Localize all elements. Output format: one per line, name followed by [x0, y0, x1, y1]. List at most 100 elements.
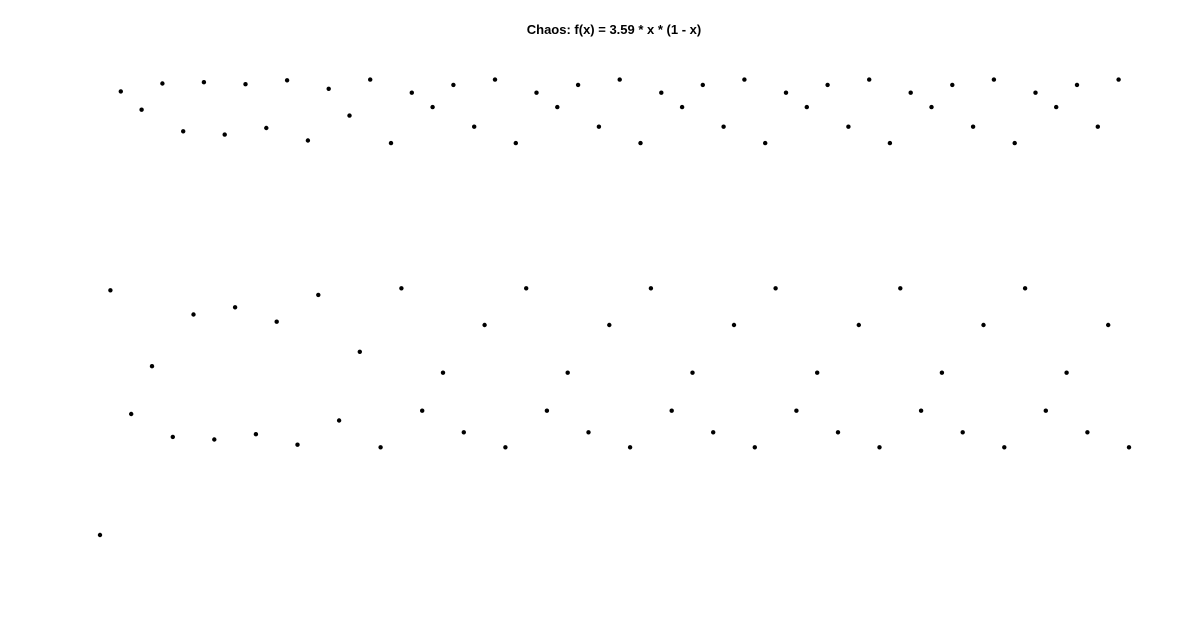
data-point: [264, 126, 268, 130]
data-point: [1106, 323, 1110, 327]
data-point: [462, 430, 466, 434]
data-point: [670, 409, 674, 413]
data-point: [347, 113, 351, 117]
data-point: [524, 286, 528, 290]
data-point: [160, 81, 164, 85]
data-point: [358, 350, 362, 354]
data-point: [607, 323, 611, 327]
data-point: [919, 409, 923, 413]
data-point: [566, 371, 570, 375]
data-point: [441, 371, 445, 375]
data-point: [846, 125, 850, 129]
data-point: [898, 286, 902, 290]
data-point: [191, 312, 195, 316]
data-point: [618, 77, 622, 81]
data-point: [275, 320, 279, 324]
data-point: [1085, 430, 1089, 434]
data-point: [555, 105, 559, 109]
data-point: [586, 430, 590, 434]
data-point: [1116, 77, 1120, 81]
data-point: [649, 286, 653, 290]
data-point: [243, 82, 247, 86]
data-point: [825, 83, 829, 87]
data-point: [1023, 286, 1027, 290]
data-point: [378, 445, 382, 449]
data-point: [888, 141, 892, 145]
data-point: [545, 409, 549, 413]
data-point: [285, 78, 289, 82]
data-point: [223, 132, 227, 136]
data-point: [721, 125, 725, 129]
data-point: [805, 105, 809, 109]
data-point: [1013, 141, 1017, 145]
data-point: [992, 77, 996, 81]
data-point: [961, 430, 965, 434]
data-point: [129, 412, 133, 416]
data-point: [1127, 445, 1131, 449]
data-point: [877, 445, 881, 449]
data-point: [981, 323, 985, 327]
data-point: [503, 445, 507, 449]
data-point: [940, 371, 944, 375]
data-point: [1044, 409, 1048, 413]
data-point: [150, 364, 154, 368]
data-point: [389, 141, 393, 145]
data-point: [711, 430, 715, 434]
data-point: [306, 138, 310, 142]
data-point: [701, 83, 705, 87]
data-point: [493, 77, 497, 81]
data-point: [1064, 371, 1068, 375]
data-point: [410, 91, 414, 95]
data-point: [815, 371, 819, 375]
data-point: [295, 443, 299, 447]
data-point: [659, 91, 663, 95]
data-point: [784, 91, 788, 95]
data-point: [254, 432, 258, 436]
data-point: [576, 83, 580, 87]
data-point: [1033, 91, 1037, 95]
data-point: [119, 89, 123, 93]
data-point: [139, 108, 143, 112]
data-point: [1096, 125, 1100, 129]
data-point: [181, 129, 185, 133]
data-point: [1075, 83, 1079, 87]
data-point: [327, 87, 331, 91]
data-point: [794, 409, 798, 413]
data-point: [202, 80, 206, 84]
data-point: [909, 91, 913, 95]
data-point: [399, 286, 403, 290]
data-point: [368, 77, 372, 81]
data-point: [430, 105, 434, 109]
data-point: [98, 533, 102, 537]
data-point: [514, 141, 518, 145]
data-point: [1054, 105, 1058, 109]
data-point: [482, 323, 486, 327]
data-point: [316, 293, 320, 297]
data-point: [451, 83, 455, 87]
data-point: [742, 77, 746, 81]
data-point: [420, 409, 424, 413]
data-point: [836, 430, 840, 434]
data-point: [929, 105, 933, 109]
data-point: [753, 445, 757, 449]
data-point: [857, 323, 861, 327]
data-point: [472, 125, 476, 129]
data-point: [690, 371, 694, 375]
data-point: [971, 125, 975, 129]
data-point: [534, 91, 538, 95]
data-points: [98, 77, 1131, 537]
data-point: [233, 305, 237, 309]
data-point: [108, 288, 112, 292]
data-point: [773, 286, 777, 290]
data-point: [628, 445, 632, 449]
data-point: [171, 435, 175, 439]
data-point: [1002, 445, 1006, 449]
data-point: [763, 141, 767, 145]
data-point: [950, 83, 954, 87]
data-point: [337, 418, 341, 422]
data-point: [597, 125, 601, 129]
data-point: [732, 323, 736, 327]
data-point: [680, 105, 684, 109]
data-point: [212, 437, 216, 441]
